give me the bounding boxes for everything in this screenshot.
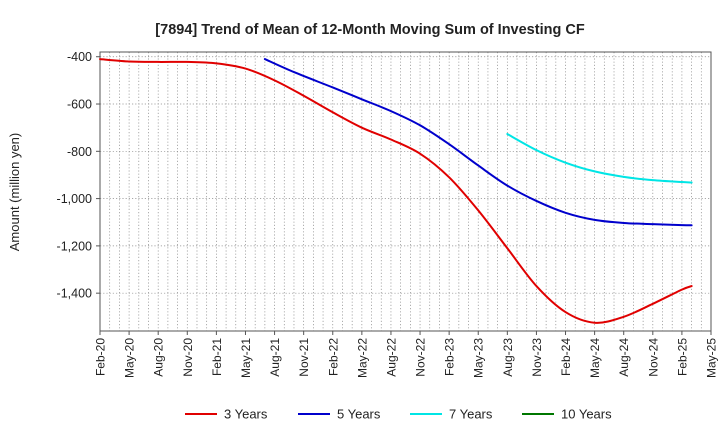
- x-tick-label: May-23: [472, 338, 486, 378]
- x-tick-label: May-21: [239, 338, 253, 378]
- x-tick-label: Nov-20: [181, 338, 195, 377]
- chart-title: [7894] Trend of Mean of 12-Month Moving …: [155, 22, 585, 38]
- x-tick-label: Aug-21: [268, 338, 282, 377]
- y-tick-label: -1,400: [57, 287, 92, 301]
- axis-layer: -400 -600 -800 -1,000 -1,200 -1,400 Feb-20 May-…: [57, 50, 719, 378]
- x-tick-label: Nov-21: [297, 338, 311, 377]
- y-tick-label: -600: [67, 98, 92, 112]
- y-tick-label: -800: [67, 145, 92, 159]
- x-tick-label: Feb-22: [326, 338, 340, 376]
- legend-label-3-years: 3 Years: [224, 407, 268, 422]
- x-tick-label: May-24: [588, 338, 602, 378]
- x-tick-label: May-25: [705, 338, 719, 378]
- y-axis-label: Amount (million yen): [7, 133, 22, 252]
- legend-label-10-years: 10 Years: [561, 407, 612, 422]
- series-line-5-years: [263, 58, 693, 227]
- x-tick-label: Feb-20: [94, 338, 108, 376]
- x-tick-label: Feb-24: [559, 338, 573, 376]
- y-tick-label: -1,200: [57, 239, 92, 253]
- x-tick-label: Nov-23: [530, 338, 544, 377]
- y-tick-label: -400: [67, 50, 92, 64]
- x-tick-label: Aug-20: [152, 338, 166, 377]
- x-tick-label: Feb-21: [210, 338, 224, 376]
- series-line-7-years: [506, 133, 693, 184]
- x-tick-label: May-20: [123, 338, 137, 378]
- series-layer: [99, 58, 693, 324]
- legend-label-7-years: 7 Years: [449, 407, 493, 422]
- grid-layer: [100, 52, 711, 331]
- legend-label-5-years: 5 Years: [337, 407, 381, 422]
- x-tick-label: Feb-23: [443, 338, 457, 376]
- x-tick-label: Aug-22: [384, 338, 398, 377]
- x-tick-label: Nov-22: [414, 338, 428, 377]
- x-tick-label: Aug-23: [501, 338, 515, 377]
- plot-frame: [99, 51, 712, 332]
- plot-background: [100, 52, 711, 331]
- x-tick-label: May-22: [355, 338, 369, 378]
- x-tick-label: Feb-25: [675, 338, 689, 376]
- x-tick-label: Aug-24: [617, 338, 631, 377]
- x-tick-label: Nov-24: [646, 338, 660, 377]
- legend-layer: 3 Years 5 Years 7 Years 10 Years: [185, 407, 612, 422]
- series-line-3-years: [99, 58, 693, 324]
- y-tick-label: -1,000: [57, 192, 92, 206]
